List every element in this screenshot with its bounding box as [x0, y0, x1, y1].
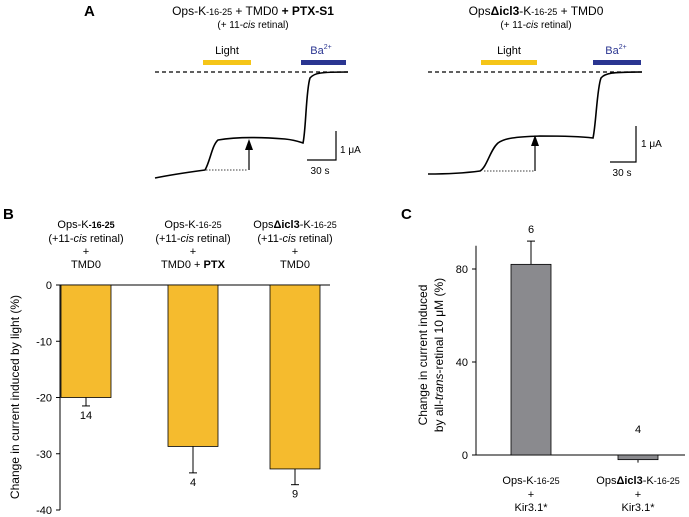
panel-b-letter: B	[3, 206, 14, 223]
panel-b-header-3-line3: +	[292, 246, 298, 258]
panel-c-category-1-line1: Ops-K-16-25	[502, 475, 559, 487]
panel-c-category-2-line2: +	[635, 489, 641, 501]
panel-b-header-2-line4: TMD0 + PTX	[161, 259, 226, 271]
panel-b-y-tick-label: -10	[36, 336, 52, 348]
panel-a-left-ba-label: Ba2+	[310, 44, 331, 57]
panel-c-y-axis-label-line2: by all-trans-retinal 10 μM (%)	[432, 278, 446, 432]
panel-c-bar	[510, 263, 552, 456]
panel-c-category-2: OpsΔicl3-K-16-25 + Kir3.1*	[596, 475, 679, 514]
panel-b-header-1: Ops-K-16-25 (+11-cis retinal) + TMD0	[48, 219, 123, 271]
panel-a-right-retinal: (+ 11-cis retinal)	[500, 20, 571, 31]
panel-a-left-title: Ops-K-16-25 + TMD0 + PTX-S1	[172, 4, 334, 18]
panel-c-y-tick-label: 0	[462, 450, 468, 462]
panel-b-y-tick-label: -20	[36, 393, 52, 405]
panel-a-left-scale-bar	[307, 131, 337, 161]
panel-b-header-1-line1: Ops-K-16-25	[57, 219, 114, 231]
panel-a-left-light-label: Light	[215, 45, 239, 57]
panel-c-category-2-line1: OpsΔicl3-K-16-25	[596, 475, 679, 487]
panel-b-header-1-line3: +	[83, 246, 89, 258]
panel-b-header-3-line4: TMD0	[280, 259, 310, 271]
panel-a-left-ba-bar	[301, 60, 346, 65]
panel-c-n-label: 4	[635, 424, 641, 436]
panel-c-y-tick-label: 40	[456, 357, 468, 369]
panel-b-header-3-line2: (+11-cis retinal)	[257, 233, 332, 245]
panel-c-n-label: 6	[528, 224, 534, 236]
panel-b-header-1-line2: (+11-cis retinal)	[48, 233, 123, 245]
panel-a-right-light-label: Light	[497, 45, 521, 57]
panel-c-category-1: Ops-K-16-25 + Kir3.1*	[502, 475, 559, 514]
panel-c-category-2-line3: Kir3.1*	[621, 502, 655, 514]
panel-b-y-tick-label: 0	[46, 280, 52, 292]
panel-b-y-axis-label: Change in current induced by light (%)	[8, 295, 22, 499]
panel-a-left-scale-y: 1 μA	[340, 145, 361, 156]
panel-a-right-scale-x: 30 s	[613, 168, 632, 179]
panel-b-n-label: 14	[80, 410, 92, 422]
panel-b-header-2-line1: Ops-K-16-25	[164, 219, 221, 231]
panel-a-left-light-bar	[203, 60, 251, 65]
panel-b-n-label: 4	[190, 477, 196, 489]
panel-c-y-tick-label: 80	[456, 264, 468, 276]
panel-a-right-arrow-head	[531, 135, 539, 146]
panel-b-header-3-line1: OpsΔicl3-K-16-25	[253, 219, 336, 231]
panel-b-bar	[167, 284, 219, 447]
panel-b-n-label: 9	[292, 489, 298, 501]
panel-b-header-2-line2: (+11-cis retinal)	[155, 233, 230, 245]
panel-c-y-axis-label-line1: Change in current induced	[416, 285, 430, 426]
panel-b-bar	[269, 284, 321, 470]
panel-c-category-1-line3: Kir3.1*	[514, 502, 548, 514]
panel-b-y-tick-label: -30	[36, 449, 52, 461]
panel-c-bar	[617, 454, 659, 461]
panel-b-y-tick-label: -40	[36, 505, 52, 517]
panel-b-header-3: OpsΔicl3-K-16-25 (+11-cis retinal) + TMD…	[253, 219, 336, 271]
panel-b-bar	[60, 284, 112, 398]
panel-a-right-light-bar	[481, 60, 537, 65]
panel-a-left-retinal: (+ 11-cis retinal)	[217, 20, 288, 31]
panel-a-left-scale-x: 30 s	[311, 166, 330, 177]
panel-a-right-ba-label: Ba2+	[605, 44, 626, 57]
panel-c-letter: C	[401, 206, 412, 223]
panel-a-left-trace	[154, 71, 349, 179]
panel-a-right-title: OpsΔicl3-K-16-25 + TMD0	[469, 4, 604, 18]
panel-a-left-arrow-head	[245, 139, 253, 150]
panel-a-right-scale-y: 1 μA	[641, 139, 662, 150]
panel-b-chart: 0 -10 -20 -30 -40 14 4 9	[36, 280, 330, 517]
panel-b-header-1-line4: TMD0	[71, 259, 101, 271]
panel-b-header-2: Ops-K-16-25 (+11-cis retinal) + TMD0 + P…	[155, 219, 230, 271]
panel-a-right-trace	[427, 71, 643, 175]
panel-a-right-ba-bar	[593, 60, 641, 65]
panel-a-right-scale-bar	[610, 126, 637, 163]
panel-c-category-1-line2: +	[528, 489, 534, 501]
panel-a-letter: A	[84, 3, 95, 20]
panel-c-chart: 0 40 80 6 4	[456, 224, 685, 463]
panel-b-header-2-line3: +	[190, 246, 196, 258]
